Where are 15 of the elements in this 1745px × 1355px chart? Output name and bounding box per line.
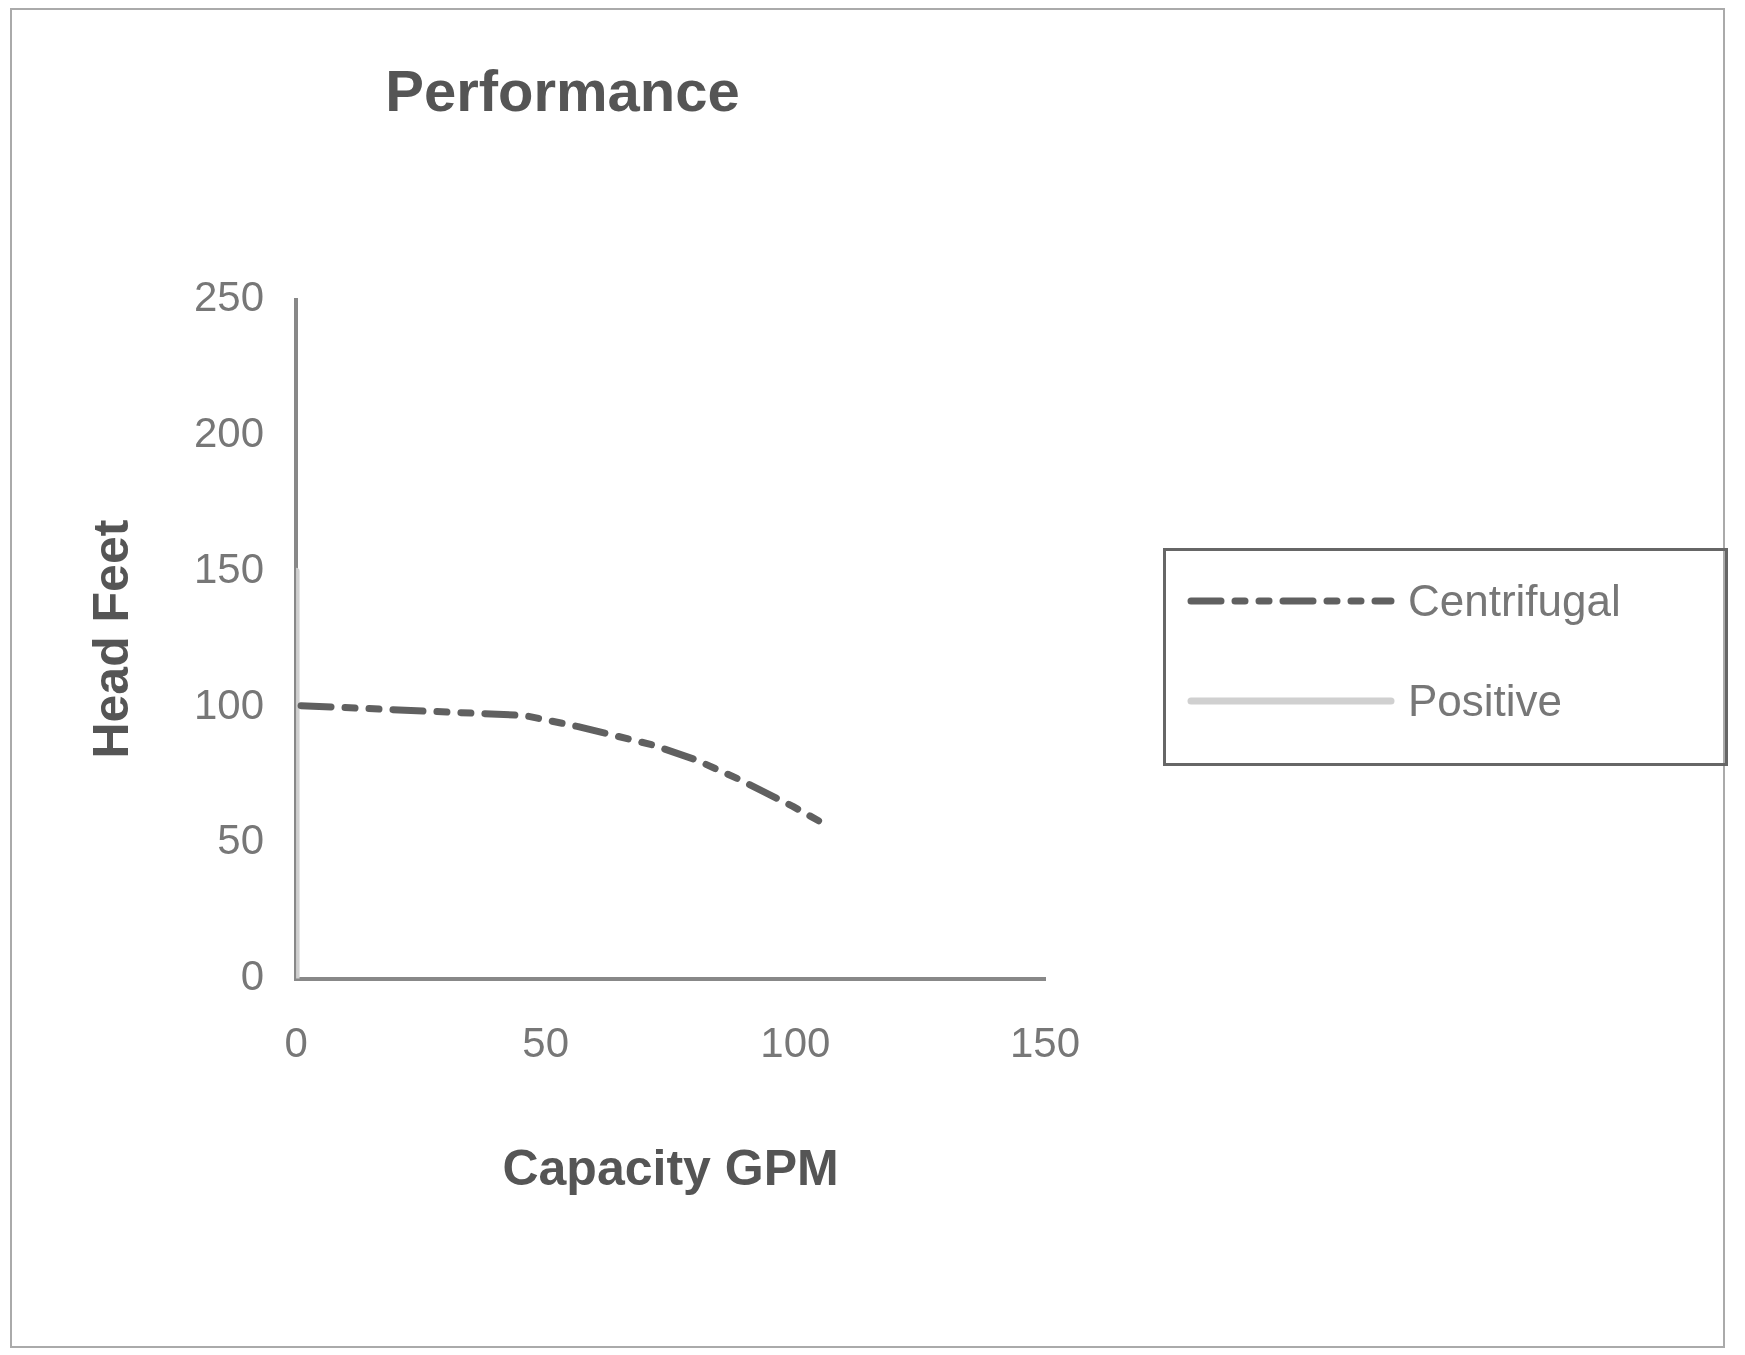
chart-title: Performance (385, 57, 740, 123)
x-tick-label: 0 (284, 1019, 308, 1067)
x-tick-label: 50 (522, 1019, 570, 1067)
y-tick-label: 0 (240, 952, 265, 1000)
y-tick-label: 150 (194, 544, 265, 592)
y-tick-label: 100 (194, 680, 265, 728)
legend-label: Centrifugal (1408, 576, 1621, 626)
x-axis-title: Capacity GPM (502, 1139, 839, 1196)
legend-label: Positive (1408, 676, 1563, 726)
x-tick-label: 100 (760, 1019, 831, 1067)
x-tick-label: 150 (1009, 1019, 1081, 1067)
y-tick-label: 250 (194, 273, 265, 321)
y-tick-label: 50 (217, 816, 265, 864)
y-axis-title: Head Feet (82, 519, 139, 759)
y-tick-label: 200 (194, 408, 265, 456)
